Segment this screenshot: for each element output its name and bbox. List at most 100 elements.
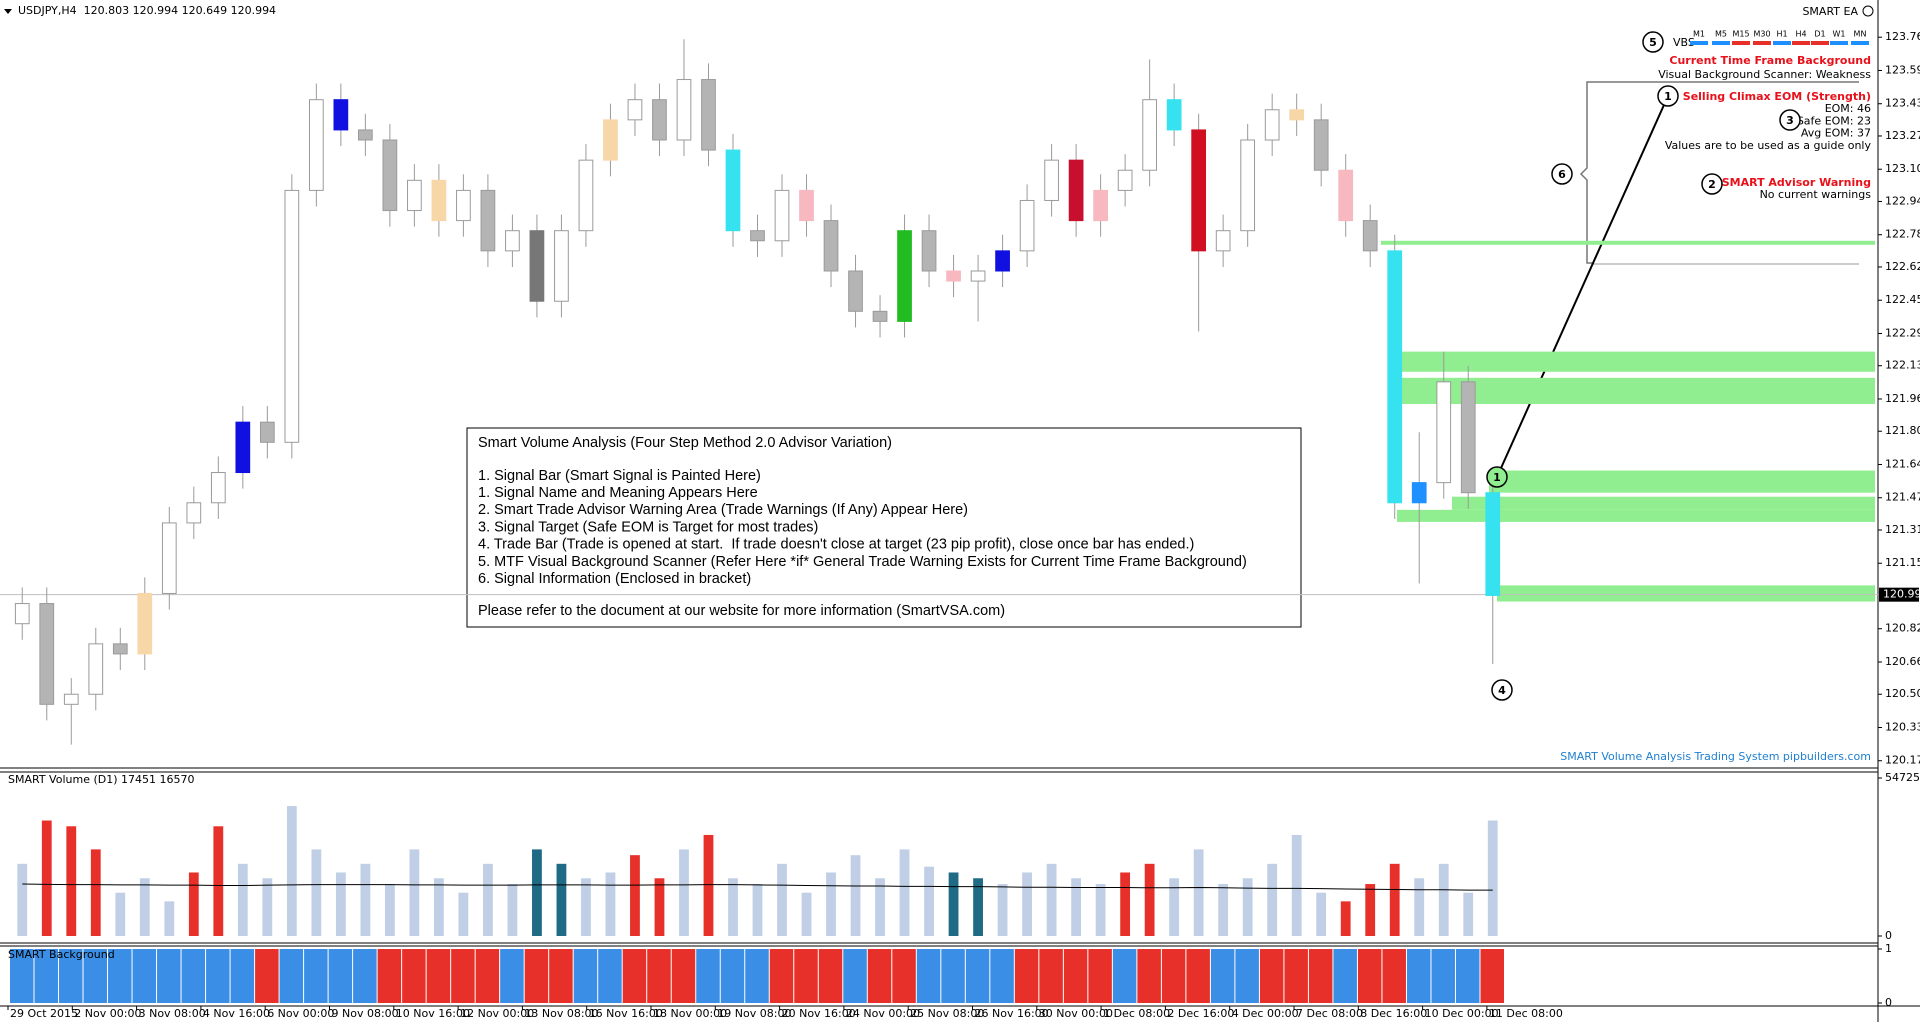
volume-bar: [286, 806, 297, 936]
x-tick-label: 12 Nov 00:00: [460, 1007, 534, 1020]
volume-bar: [1022, 872, 1032, 936]
candle-body: [1338, 169, 1354, 222]
timeframe-bar: [1851, 41, 1869, 45]
candle-body: [1313, 119, 1329, 171]
volume-bar: [41, 820, 52, 936]
callout-circle: [1491, 679, 1513, 701]
volume-bar: [384, 884, 395, 936]
volume-bar: [360, 863, 371, 936]
background-bar: [1186, 949, 1210, 1003]
volume-bar: [875, 878, 885, 936]
volume-bar: [1463, 892, 1474, 936]
callout-circle: [1551, 163, 1573, 185]
volume-bar: [532, 849, 542, 936]
volume-bar: [139, 878, 150, 936]
target-zone: [1397, 377, 1875, 405]
candle-body: [88, 643, 104, 695]
background-bar: [892, 949, 916, 1003]
background-bar: [181, 949, 206, 1003]
target-zone: [1489, 470, 1875, 493]
candle-body: [431, 179, 447, 222]
candle-body: [456, 189, 471, 222]
background-bar: [622, 949, 647, 1003]
volume-bar: [188, 872, 199, 936]
y-tick-label: 121.475: [1885, 491, 1920, 504]
callout-line: [1496, 95, 1669, 478]
candle-body: [284, 189, 300, 443]
y-tick-label: 120.335: [1885, 720, 1920, 733]
timeframe-bar: [1712, 41, 1730, 45]
candle-body: [603, 119, 618, 161]
volume-bar: [262, 878, 273, 936]
background-bar: [549, 949, 573, 1003]
volume-average: [22, 883, 1493, 891]
info-line: 6. Signal Information (Enclosed in brack…: [478, 571, 751, 587]
x-tick-label: 2 Dec 16:00: [1167, 1007, 1234, 1020]
candle-body: [1142, 99, 1157, 171]
volume-bar: [679, 849, 689, 936]
candle-body: [14, 603, 30, 625]
y-tick-label: 120.660: [1885, 655, 1920, 668]
background-bar: [206, 949, 230, 1003]
volume-bar: [507, 884, 518, 936]
candle-body: [1166, 99, 1182, 131]
x-tick-label: 18 Nov 00:00: [653, 1007, 727, 1020]
timeframe-label: H1: [1776, 30, 1787, 39]
volume-bar: [924, 866, 934, 936]
volume-bar: [1291, 834, 1302, 936]
timeframe-label: M1: [1693, 30, 1705, 39]
y-tick-label: 123.430: [1885, 97, 1920, 110]
info-box: Smart Volume Analysis (Four Step Method …: [466, 427, 1302, 628]
y-tick-label: 121.805: [1885, 424, 1920, 437]
candle-body: [554, 230, 569, 302]
background-bar: [402, 949, 426, 1003]
timeframe-bar: [1773, 41, 1791, 45]
callout-number: 4: [1498, 684, 1506, 697]
timeframe-label: MN: [1854, 30, 1867, 39]
candle-body: [1264, 109, 1280, 141]
candle-body: [627, 99, 643, 121]
candle-body: [970, 270, 986, 282]
timeframe-bar: [1811, 41, 1829, 45]
y-tick-label: 0: [1885, 929, 1892, 942]
background-bar: [647, 949, 671, 1003]
candle-body: [505, 230, 520, 252]
candle-body: [210, 472, 226, 504]
volume-bar: [1316, 892, 1327, 936]
info-line: 1. Signal Name and Meaning Appears Here: [478, 485, 758, 501]
volume-bar: [115, 892, 126, 936]
candle-body: [1460, 381, 1476, 494]
volume-bar: [213, 826, 224, 936]
candle-body: [995, 250, 1010, 272]
background-bar: [794, 949, 818, 1003]
background-bar: [1210, 949, 1235, 1003]
volume-bar: [1340, 901, 1351, 936]
target-zone: [1381, 240, 1875, 245]
volume-bar: [164, 901, 175, 936]
info-line: 1. Signal Bar (Smart Signal is Painted H…: [478, 468, 761, 484]
background-title: Current Time Frame Background: [1669, 54, 1871, 67]
background-bar: [377, 949, 402, 1003]
background-bar: [83, 949, 108, 1003]
volume-bar: [237, 863, 248, 936]
background-bar: [524, 949, 549, 1003]
timeframe-label: W1: [1833, 30, 1846, 39]
background-bar: [279, 949, 304, 1003]
background-bar: [1235, 949, 1259, 1003]
volume-bar: [1144, 863, 1155, 936]
panel-title: SMART Background: [8, 948, 115, 961]
callout-number: 3: [1786, 114, 1794, 127]
y-tick-label: 122.455: [1885, 293, 1920, 306]
candle-body: [1191, 129, 1207, 252]
timeframe-bar: [1732, 41, 1750, 45]
callout-circle: [1657, 85, 1679, 107]
candle-body: [235, 421, 251, 474]
background-bar: [451, 949, 475, 1003]
background-bar: [573, 949, 598, 1003]
background-bar: [1431, 949, 1455, 1003]
volume-bar: [1095, 884, 1106, 936]
x-tick-label: 4 Dec 00:00: [1232, 1007, 1299, 1020]
callout-circle: [1486, 466, 1508, 488]
x-tick-label: 9 Nov 08:00: [332, 1007, 399, 1020]
